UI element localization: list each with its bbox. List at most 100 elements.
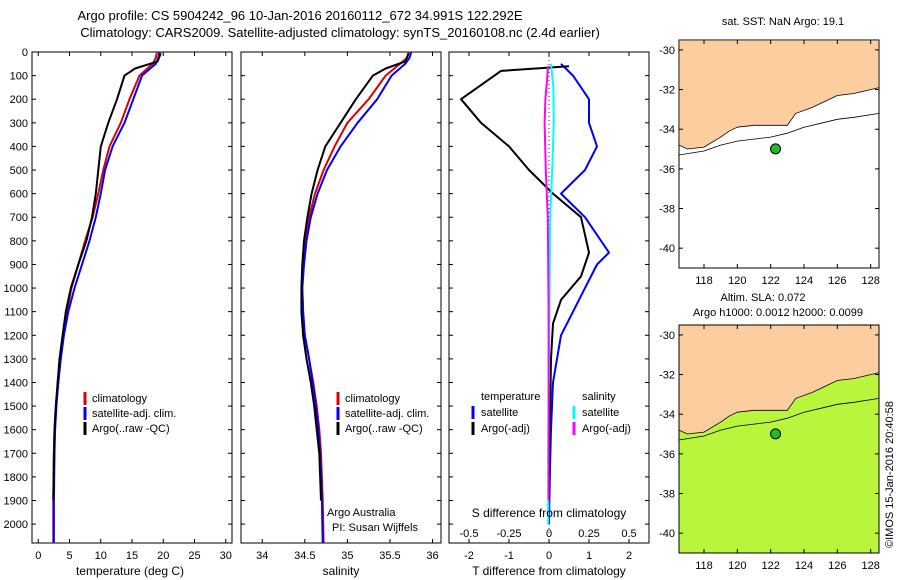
lat-tick-label: -30 bbox=[659, 330, 675, 342]
lon-tick-label: 126 bbox=[828, 560, 846, 572]
depth-tick-label: 800 bbox=[10, 236, 28, 248]
depth-tick-label: 200 bbox=[10, 94, 28, 106]
x-tick-label: 36 bbox=[426, 550, 438, 562]
institution-note: Argo Australia bbox=[327, 507, 396, 519]
lon-tick-label: 118 bbox=[695, 275, 713, 287]
sla-map-panel: Altim. SLA: 0.072 Argo h1000: 0.0012 h20… bbox=[659, 292, 880, 572]
depth-tick-label: 1800 bbox=[4, 472, 28, 484]
depth-tick-label: 500 bbox=[10, 165, 28, 177]
lat-tick-label: -34 bbox=[659, 124, 675, 136]
lat-tick-label: -38 bbox=[659, 204, 675, 216]
lon-tick-label: 122 bbox=[761, 560, 779, 572]
legend-argo-label: Argo(..raw -QC) bbox=[345, 423, 423, 435]
series-temperature-argo-adj bbox=[460, 65, 590, 501]
lon-tick-label: 124 bbox=[795, 560, 813, 572]
land-area bbox=[679, 325, 879, 435]
sla-map-axes: -30 -32 -34 -36 -38 -40 118 120 122 124 126 128 bbox=[659, 325, 880, 572]
x-tick-label: 25 bbox=[188, 550, 200, 562]
depth-tick-label: 1600 bbox=[4, 425, 28, 437]
legend-t-argo-label: Argo(-adj) bbox=[481, 423, 530, 435]
s-diff-tick-label: -0.25 bbox=[496, 528, 521, 540]
x-tick-label: 34 bbox=[256, 550, 268, 562]
sla-map-title: Altim. SLA: 0.072 bbox=[721, 292, 806, 304]
lon-tick-label: 120 bbox=[728, 275, 746, 287]
imos-timestamp: ©IMOS 15-Jan-2016 20:40:58 bbox=[884, 401, 896, 548]
series-argo-raw-qc bbox=[52, 52, 162, 501]
depth-tick-label: 400 bbox=[10, 141, 28, 153]
s-diff-tick-label: 0.5 bbox=[621, 528, 636, 540]
lat-tick-label: -36 bbox=[659, 164, 675, 176]
legend-satellite-label: satellite-adj. clim. bbox=[92, 408, 176, 420]
x-tick-label: 1 bbox=[586, 550, 592, 562]
legend-s-argo-label: Argo(-adj) bbox=[582, 423, 631, 435]
depth-tick-label: 2000 bbox=[4, 519, 28, 531]
legend-temperature-head: temperature bbox=[481, 391, 540, 403]
lon-tick-label: 128 bbox=[861, 275, 879, 287]
x-tick-label: -2 bbox=[464, 550, 474, 562]
lon-tick-label: 126 bbox=[828, 275, 846, 287]
difference-depth-ticks bbox=[449, 51, 649, 525]
x-tick-label: 5 bbox=[66, 550, 72, 562]
lon-tick-label: 124 bbox=[795, 275, 813, 287]
depth-tick-label: 600 bbox=[10, 189, 28, 201]
depth-tick-label: 700 bbox=[10, 212, 28, 224]
lon-tick-label: 118 bbox=[695, 560, 713, 572]
isobath-line bbox=[679, 398, 879, 441]
salinity-xlabel: salinity bbox=[323, 564, 360, 578]
legend-argo-label: Argo(..raw -QC) bbox=[92, 423, 170, 435]
x-tick-label: 0 bbox=[35, 550, 41, 562]
temperature-frame bbox=[31, 51, 233, 544]
salinity-axis: 34 34.5 35 35.5 36 bbox=[256, 52, 439, 562]
x-tick-label: 15 bbox=[126, 550, 138, 562]
lat-tick-label: -40 bbox=[659, 528, 675, 540]
t-difference-xlabel: T difference from climatology bbox=[472, 564, 626, 578]
x-tick-label: 35 bbox=[341, 550, 353, 562]
salinity-panel: 34 34.5 35 35.5 36 salinity climatology sate… bbox=[240, 51, 442, 578]
sst-map-axes: -30 -32 -34 -36 -38 -40 118 120 122 124 126 128 bbox=[659, 40, 880, 287]
temperature-panel: 0100200300400500600700800900100011001200… bbox=[4, 47, 233, 578]
sla-map-frame bbox=[678, 324, 880, 554]
depth-axis: 0 100 200 300 400 500 600 700 800 900 1000 1100 1200… bbox=[4, 47, 232, 531]
depth-tick-label: 900 bbox=[10, 259, 28, 271]
series-argo-raw-qc bbox=[300, 52, 410, 501]
isobath-line bbox=[679, 113, 879, 156]
lat-tick-label: -32 bbox=[659, 370, 675, 382]
depth-tick-label: 1300 bbox=[4, 354, 28, 366]
sst-map-title: sat. SST: NaN Argo: 19.1 bbox=[722, 16, 844, 28]
s-difference-ticks: -0.5 -0.25 0 0.25 0.5 bbox=[460, 528, 637, 540]
float-position-marker bbox=[770, 143, 782, 155]
temperature-legend: climatology satellite-adj. clim. Argo(..… bbox=[83, 392, 176, 435]
depth-tick-label: 1700 bbox=[4, 448, 28, 460]
depth-tick-label: 300 bbox=[10, 118, 28, 130]
land-area bbox=[679, 40, 879, 150]
series-salinity-argo-adj bbox=[543, 66, 550, 501]
lat-tick-label: -40 bbox=[659, 243, 675, 255]
x-tick-label: 10 bbox=[95, 550, 107, 562]
legend-climatology-label: climatology bbox=[345, 393, 401, 405]
x-tick-label: 34.5 bbox=[294, 550, 315, 562]
lon-tick-label: 122 bbox=[761, 275, 779, 287]
lat-tick-label: -38 bbox=[659, 489, 675, 501]
x-tick-label: 20 bbox=[157, 550, 169, 562]
lat-tick-label: -32 bbox=[659, 85, 675, 97]
depth-tick-label: 1400 bbox=[4, 377, 28, 389]
depth-tick-label: 0 bbox=[22, 47, 28, 59]
s-diff-tick-label: 0 bbox=[546, 528, 552, 540]
salinity-series bbox=[300, 51, 413, 544]
legend-t-satellite-label: satellite bbox=[481, 407, 518, 419]
sla-map-subtitle: Argo h1000: 0.0012 h2000: 0.0099 bbox=[693, 307, 863, 319]
legend-s-satellite-label: satellite bbox=[582, 407, 619, 419]
x-tick-label: 0 bbox=[546, 550, 552, 562]
difference-panel: -2 -1 0 1 2 S difference from climatology -0… bbox=[448, 51, 650, 578]
lat-tick-label: -34 bbox=[659, 409, 675, 421]
legend-satellite-label: satellite-adj. clim. bbox=[345, 408, 429, 420]
x-tick-label: 30 bbox=[220, 550, 232, 562]
lon-tick-label: 128 bbox=[861, 560, 879, 572]
lat-tick-label: -36 bbox=[659, 449, 675, 461]
series-satellite-adj-clim bbox=[301, 51, 413, 544]
lon-tick-label: 120 bbox=[728, 560, 746, 572]
depth-tick-label: 1100 bbox=[4, 307, 28, 319]
depth-tick-label: 1000 bbox=[4, 283, 28, 295]
depth-tick-label: 1200 bbox=[4, 330, 28, 342]
